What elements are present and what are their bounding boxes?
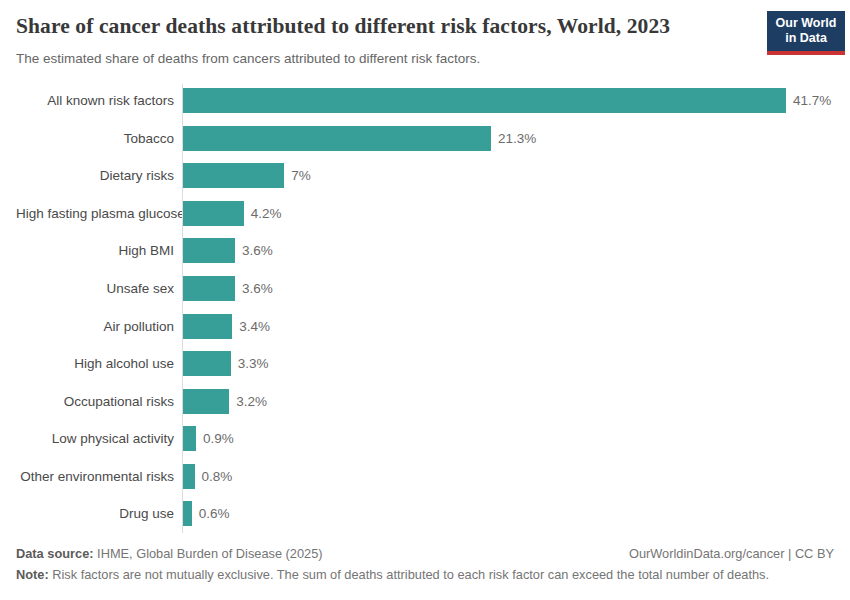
value-label: 3.2% [236,394,267,409]
bar[interactable] [183,201,244,226]
bar-track: 0.9% [183,426,786,451]
note-value: Risk factors are not mutually exclusive.… [52,567,769,582]
bar-track: 4.2% [183,201,786,226]
bar-track: 3.4% [183,314,786,339]
bar[interactable] [183,464,195,489]
bar-rows: All known risk factors 41.7% Tobacco 21.… [16,82,836,533]
bar-track: 0.6% [183,501,786,526]
bar[interactable] [183,314,232,339]
bar-row: Dietary risks 7% [16,157,836,195]
bar[interactable] [183,426,196,451]
category-label: High BMI [16,243,174,258]
bar-row: All known risk factors 41.7% [16,82,836,120]
page-subtitle: The estimated share of deaths from cance… [16,50,756,68]
owid-logo-line2: in Data [771,31,841,46]
data-source-value: IHME, Global Burden of Disease (2025) [97,546,322,561]
bar-row: High alcohol use 3.3% [16,345,836,383]
bar[interactable] [183,163,284,188]
value-label: 21.3% [498,131,536,146]
value-label: 7% [291,168,311,183]
bar-row: Unsafe sex 3.6% [16,270,836,308]
bar-track: 3.3% [183,351,786,376]
page-title: Share of cancer deaths attributed to dif… [16,14,756,40]
category-label: Unsafe sex [16,281,174,296]
data-source-label: Data source: [16,546,94,561]
value-label: 3.4% [239,319,270,334]
category-label: Tobacco [16,131,174,146]
data-source: Data source: IHME, Global Burden of Dise… [16,546,323,561]
value-label: 41.7% [793,93,831,108]
bar[interactable] [183,126,491,151]
bar-track: 21.3% [183,126,786,151]
value-label: 3.6% [242,281,273,296]
bar-track: 0.8% [183,464,786,489]
bar-track: 3.6% [183,238,786,263]
category-label: Air pollution [16,319,174,334]
category-label: Other environmental risks [16,469,174,484]
value-label: 0.6% [199,506,230,521]
bar[interactable] [183,276,235,301]
bar-track: 41.7% [183,88,786,113]
bar[interactable] [183,351,231,376]
bar[interactable] [183,88,786,113]
bar-chart: All known risk factors 41.7% Tobacco 21.… [16,82,836,533]
bar-track: 7% [183,163,786,188]
bar-row: Occupational risks 3.2% [16,382,836,420]
category-label: Occupational risks [16,394,174,409]
category-label: Low physical activity [16,431,174,446]
owid-logo[interactable]: Our World in Data [767,11,845,55]
bar-row: Air pollution 3.4% [16,307,836,345]
bar-row: High BMI 3.6% [16,232,836,270]
value-label: 4.2% [251,206,282,221]
attribution-link[interactable]: OurWorldinData.org/cancer | CC BY [629,546,834,561]
bar[interactable] [183,501,192,526]
value-label: 0.9% [203,431,234,446]
category-label: High alcohol use [16,356,174,371]
category-label: High fasting plasma glucose [16,206,174,221]
bar-row: High fasting plasma glucose 4.2% [16,195,836,233]
bar-row: Tobacco 21.3% [16,120,836,158]
category-label: Dietary risks [16,168,174,183]
chart-page: Share of cancer deaths attributed to dif… [0,0,850,600]
bar-track: 3.6% [183,276,786,301]
bar-row: Drug use 0.6% [16,495,836,533]
bar[interactable] [183,238,235,263]
bar[interactable] [183,389,229,414]
bar-row: Other environmental risks 0.8% [16,457,836,495]
bar-track: 3.2% [183,389,786,414]
category-label: All known risk factors [16,93,174,108]
footer: Data source: IHME, Global Burden of Dise… [16,546,834,582]
category-label: Drug use [16,506,174,521]
value-label: 3.6% [242,243,273,258]
value-label: 0.8% [202,469,233,484]
header: Share of cancer deaths attributed to dif… [16,14,756,67]
owid-logo-line1: Our World [771,16,841,31]
value-label: 3.3% [238,356,269,371]
note: Note: Risk factors are not mutually excl… [16,567,834,582]
bar-row: Low physical activity 0.9% [16,420,836,458]
note-label: Note: [16,567,49,582]
